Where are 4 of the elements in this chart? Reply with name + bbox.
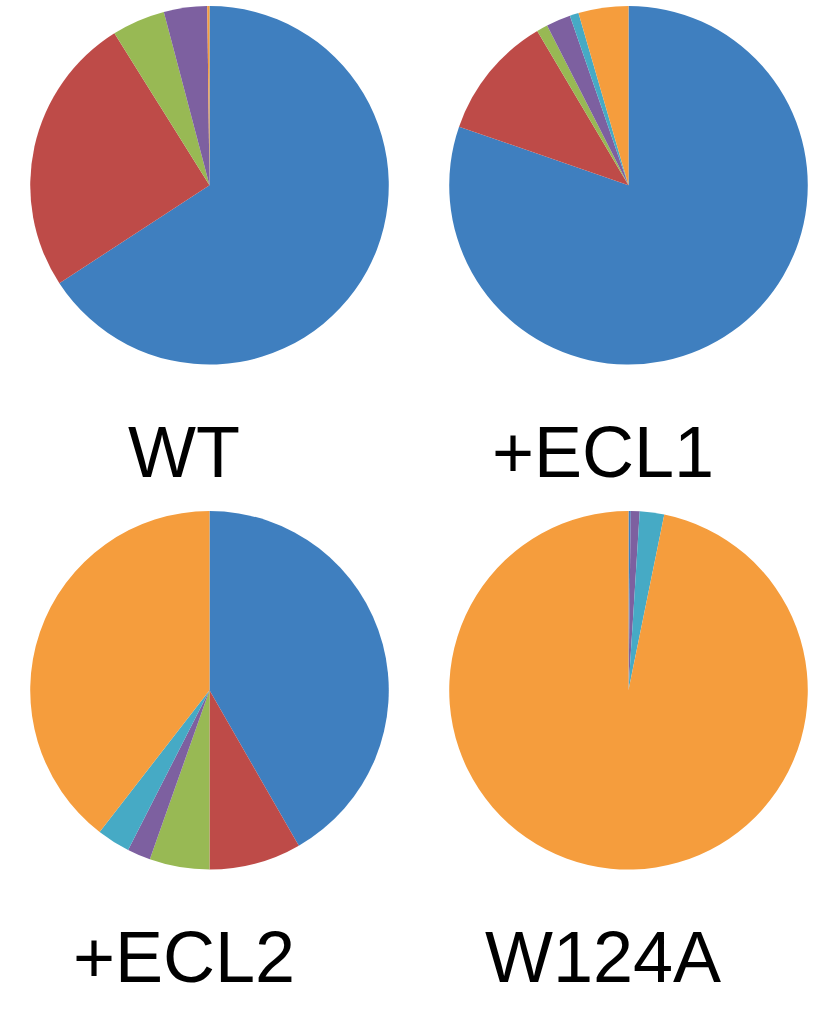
text: W124A xyxy=(485,917,722,997)
text: +ECL1 xyxy=(492,412,715,492)
text: +ECL2 xyxy=(73,917,296,997)
text: WT xyxy=(128,412,240,492)
